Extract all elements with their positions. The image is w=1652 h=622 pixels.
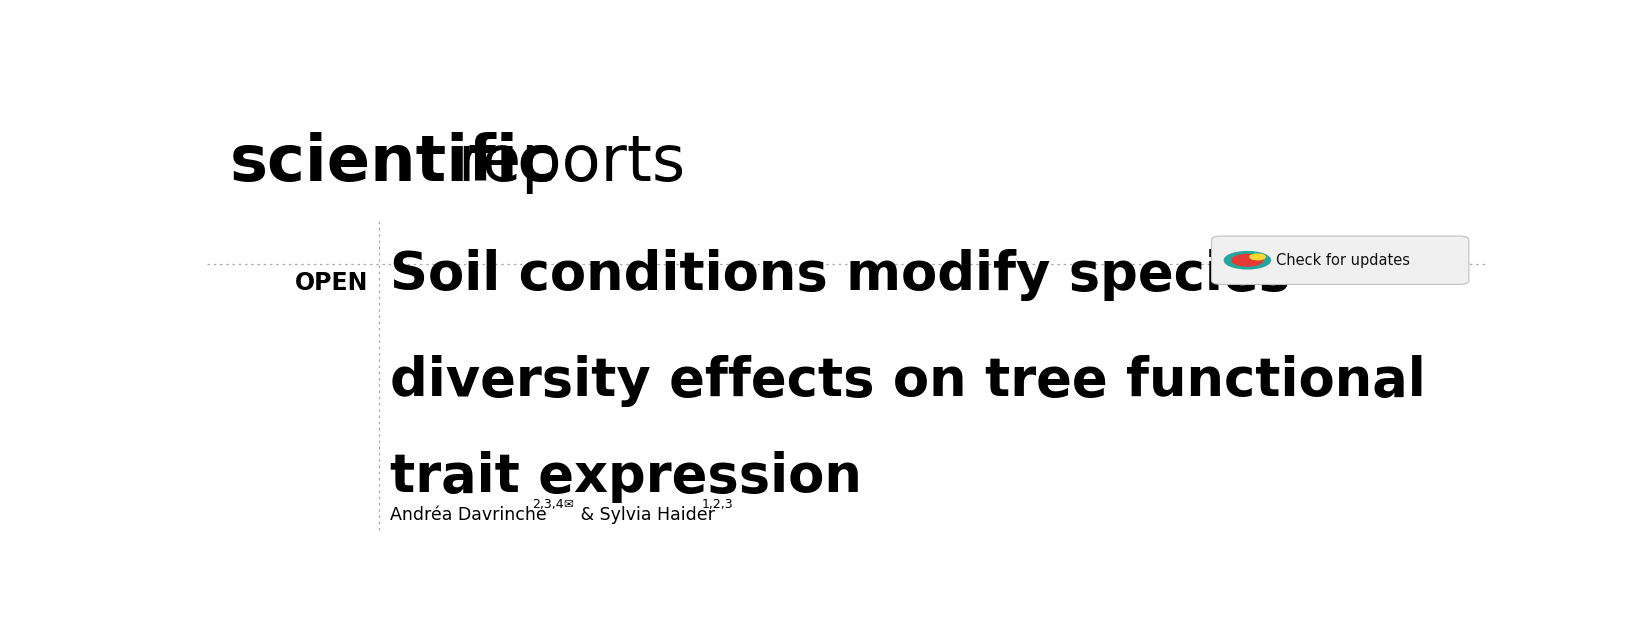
FancyBboxPatch shape [1211,236,1469,284]
Text: Check for updates: Check for updates [1275,253,1409,267]
Text: diversity effects on tree functional: diversity effects on tree functional [390,355,1426,407]
Text: Soil conditions modify species: Soil conditions modify species [390,249,1290,302]
Text: ✉: ✉ [563,498,573,511]
Text: 1,2,3: 1,2,3 [702,498,733,511]
Circle shape [1251,254,1265,260]
Circle shape [1224,252,1270,269]
Text: trait expression: trait expression [390,450,861,503]
Text: 2,3,4: 2,3,4 [532,498,563,511]
Text: & Sylvia Haider: & Sylvia Haider [575,506,715,524]
Text: OPEN: OPEN [296,271,368,295]
Text: Andréa Davrinche: Andréa Davrinche [390,506,547,524]
Circle shape [1232,254,1262,266]
Text: reports: reports [458,132,686,194]
Text: scientific: scientific [230,132,557,194]
